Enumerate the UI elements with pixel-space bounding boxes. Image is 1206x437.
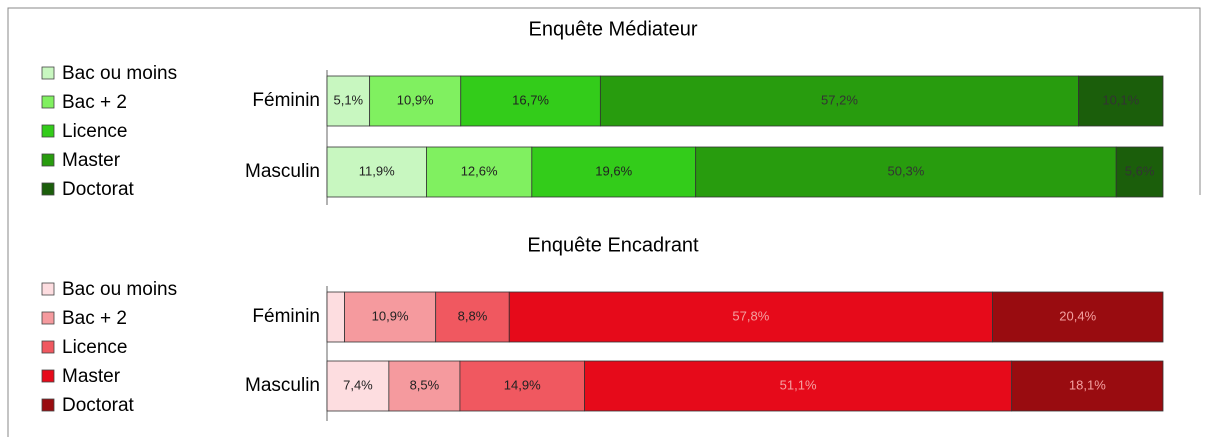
value-label: 10,9% — [372, 308, 409, 323]
legend-swatch — [41, 311, 55, 325]
bar-segment — [326, 291, 345, 343]
bar-segment — [1078, 75, 1164, 127]
value-label: 10,1% — [1102, 92, 1139, 107]
category-label: Masculin — [245, 375, 320, 396]
legend-swatch — [41, 153, 55, 167]
bar-segment — [369, 75, 462, 127]
legend-swatch — [41, 282, 55, 296]
chart-title: Enquête Encadrant — [527, 234, 699, 256]
category-label: Féminin — [252, 90, 320, 111]
bar-segment — [599, 75, 1079, 127]
value-label: 57,8% — [732, 308, 769, 323]
bar-segment — [508, 291, 993, 343]
value-label: 5,1% — [333, 92, 363, 107]
bar-segment — [695, 146, 1117, 198]
value-label: 50,3% — [887, 163, 924, 178]
category-label: Féminin — [252, 306, 320, 327]
bar-segment — [388, 360, 461, 412]
value-label: 5,6% — [1125, 163, 1155, 178]
legend-swatch — [41, 124, 55, 138]
bar-segment — [460, 75, 601, 127]
value-label: 11,9% — [359, 163, 395, 178]
bar-segment — [531, 146, 697, 198]
legend-label: Bac + 2 — [62, 308, 127, 329]
bar-segment — [326, 360, 390, 412]
bar-segment — [435, 291, 510, 343]
legend-swatch — [41, 182, 55, 196]
legend-label: Master — [62, 150, 121, 171]
bar-segment — [426, 146, 533, 198]
value-label: 8,5% — [410, 377, 440, 392]
bar-segment — [584, 360, 1013, 412]
value-label: 12,6% — [461, 163, 498, 178]
value-label: 7,4% — [343, 377, 373, 392]
sub-chart: Enquête Médiateur Bac ou moins Bac + 2 Lice… — [41, 18, 1164, 205]
value-label: 18,1% — [1069, 377, 1106, 392]
sub-chart: Enquête Encadrant Bac ou moins Bac + 2 Lice… — [41, 234, 1164, 421]
value-label: 8,8% — [458, 308, 488, 323]
frame — [7, 7, 1201, 437]
legend-swatch — [41, 398, 55, 412]
bar-segment — [1011, 360, 1164, 412]
bar-segment — [459, 360, 585, 412]
legend-label: Bac ou moins — [62, 63, 177, 84]
legend-label: Licence — [62, 337, 128, 358]
legend-label: Doctorat — [62, 395, 135, 416]
legend-swatch — [41, 66, 55, 80]
bar-segment — [326, 75, 371, 127]
bar-segment — [326, 146, 427, 198]
chart-title: Enquête Médiateur — [528, 18, 697, 40]
legend-label: Licence — [62, 121, 128, 142]
value-label: 51,1% — [780, 377, 817, 392]
value-label: 14,9% — [504, 377, 541, 392]
legend-label: Bac ou moins — [62, 279, 177, 300]
bar-segment — [992, 291, 1164, 343]
category-label: Masculin — [245, 161, 320, 182]
legend-swatch — [41, 95, 55, 109]
legend-label: Doctorat — [62, 179, 135, 200]
value-label: 57,2% — [821, 92, 858, 107]
value-label: 10,9% — [397, 92, 434, 107]
legend-label: Bac + 2 — [62, 92, 127, 113]
legend-label: Master — [62, 366, 121, 387]
value-label: 19,6% — [595, 163, 632, 178]
value-label: 16,7% — [512, 92, 549, 107]
bar-segment — [344, 291, 437, 343]
bar-segment — [1115, 146, 1164, 198]
value-label: 20,4% — [1059, 308, 1096, 323]
legend-swatch — [41, 340, 55, 354]
legend-swatch — [41, 369, 55, 383]
